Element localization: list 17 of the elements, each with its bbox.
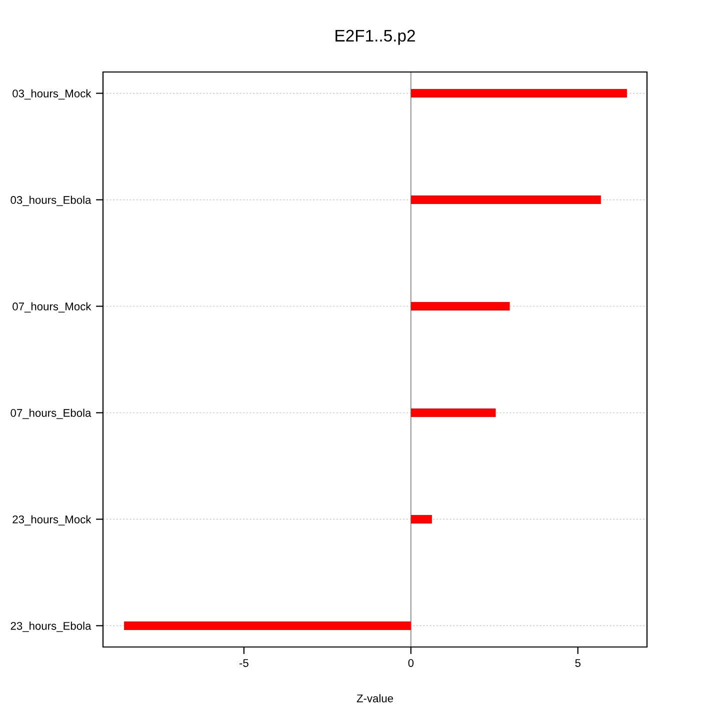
x-tick-label: 0 xyxy=(408,659,414,667)
x-tick-label: 5 xyxy=(575,659,580,667)
bar xyxy=(410,514,432,524)
bar xyxy=(410,302,510,311)
bar xyxy=(410,196,601,204)
x-axis-title: Z-value xyxy=(356,694,394,702)
y-tick-label: 23_hours_Ebola xyxy=(10,622,92,632)
x-tick-label: -5 xyxy=(239,659,248,667)
y-tick-label: 03_hours_Mock xyxy=(12,89,92,100)
y-tick-label: 07_hours_Ebola xyxy=(10,408,92,419)
bar xyxy=(410,89,627,98)
bar xyxy=(124,621,411,630)
y-tick-label: 03_hours_Ebola xyxy=(10,196,92,206)
bar xyxy=(410,408,496,417)
y-tick-label: 23_hours_Mock xyxy=(12,515,92,526)
chart-title: E2F1..5.p2 xyxy=(336,30,415,45)
y-tick-label: 07_hours_Mock xyxy=(12,302,92,312)
